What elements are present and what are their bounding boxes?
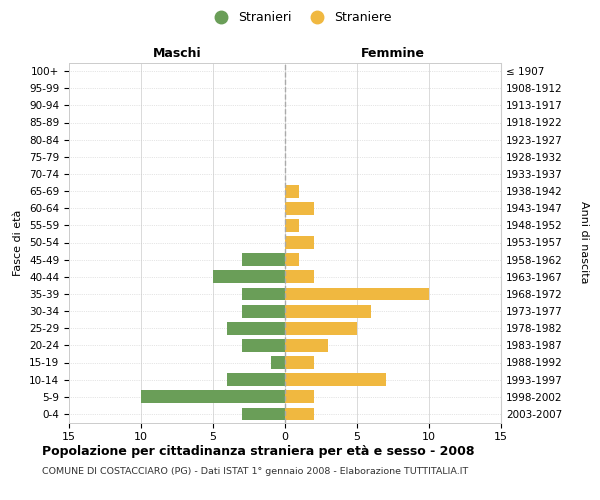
Bar bbox=[285, 390, 314, 403]
Bar bbox=[285, 202, 314, 214]
Bar bbox=[285, 408, 314, 420]
Bar bbox=[242, 253, 285, 266]
Y-axis label: Fasce di età: Fasce di età bbox=[13, 210, 23, 276]
Bar bbox=[285, 270, 314, 283]
Bar bbox=[285, 184, 299, 198]
Bar bbox=[242, 304, 285, 318]
Bar bbox=[242, 408, 285, 420]
Bar bbox=[285, 373, 386, 386]
Legend: Stranieri, Straniere: Stranieri, Straniere bbox=[203, 6, 397, 29]
Text: COMUNE DI COSTACCIARO (PG) - Dati ISTAT 1° gennaio 2008 - Elaborazione TUTTITALI: COMUNE DI COSTACCIARO (PG) - Dati ISTAT … bbox=[42, 468, 468, 476]
Bar bbox=[285, 356, 314, 369]
Bar bbox=[285, 236, 314, 249]
Bar bbox=[285, 339, 328, 352]
Bar bbox=[242, 288, 285, 300]
Y-axis label: Anni di nascita: Anni di nascita bbox=[579, 201, 589, 284]
Bar bbox=[242, 339, 285, 352]
Bar bbox=[285, 219, 299, 232]
Bar bbox=[285, 253, 299, 266]
Bar bbox=[285, 304, 371, 318]
Bar bbox=[285, 288, 429, 300]
Text: Maschi: Maschi bbox=[152, 47, 202, 60]
Text: Popolazione per cittadinanza straniera per età e sesso - 2008: Popolazione per cittadinanza straniera p… bbox=[42, 445, 475, 458]
Bar bbox=[285, 322, 357, 334]
Bar bbox=[213, 270, 285, 283]
Bar bbox=[227, 373, 285, 386]
Text: Femmine: Femmine bbox=[361, 47, 425, 60]
Bar bbox=[271, 356, 285, 369]
Bar bbox=[227, 322, 285, 334]
Bar bbox=[141, 390, 285, 403]
